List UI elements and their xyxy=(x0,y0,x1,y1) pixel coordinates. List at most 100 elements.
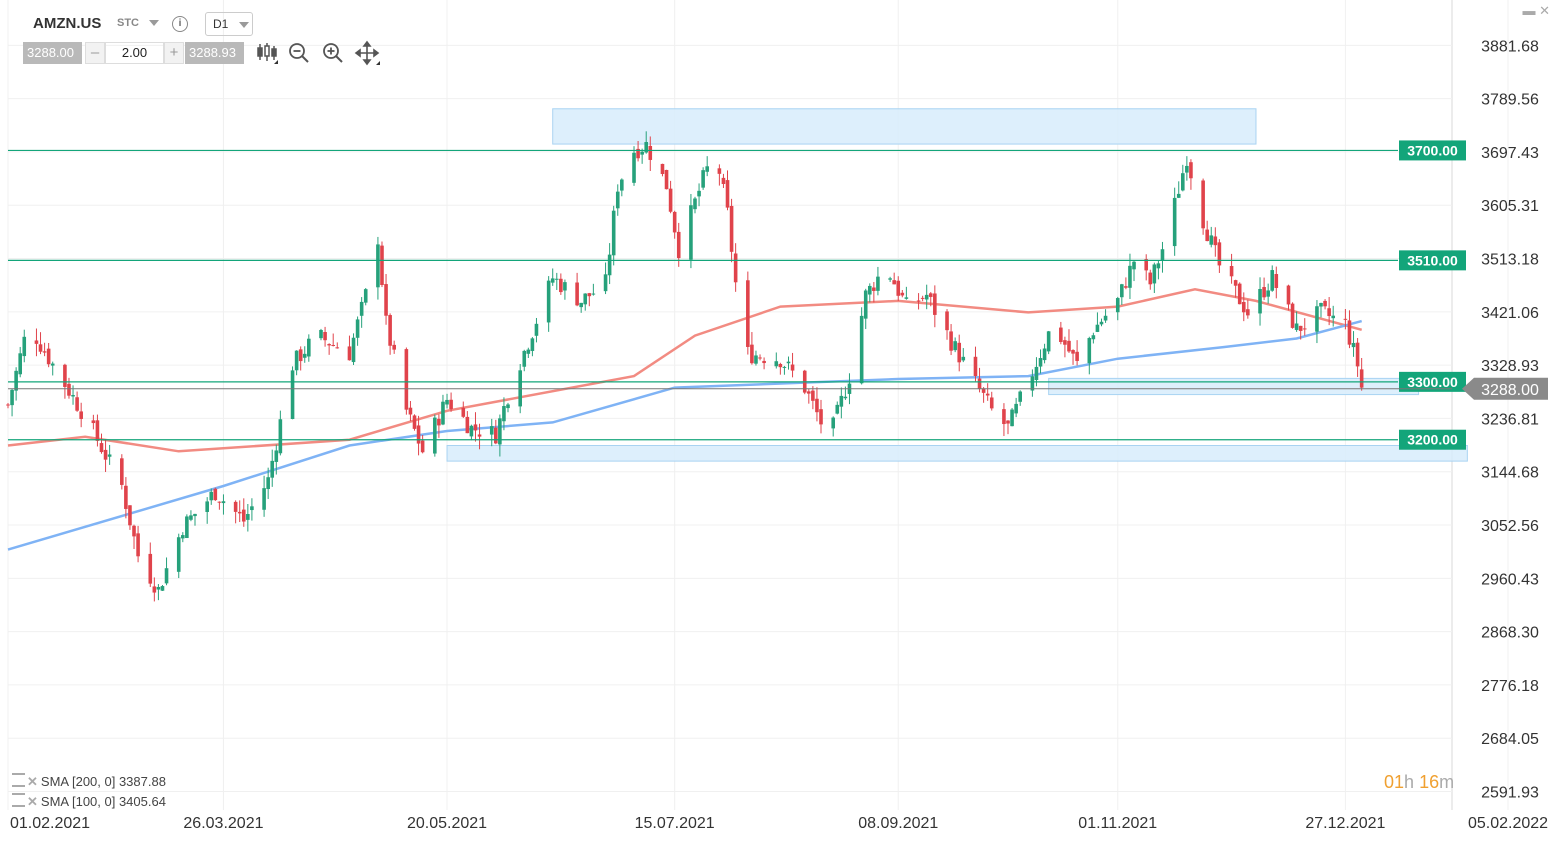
move-icon[interactable] xyxy=(354,40,380,66)
candle-body xyxy=(506,404,510,409)
candle xyxy=(778,362,783,375)
candle xyxy=(754,350,758,366)
candle-body xyxy=(615,191,620,209)
candle-body xyxy=(733,253,738,283)
candle-body xyxy=(1189,162,1193,179)
info-icon[interactable]: i xyxy=(172,16,188,32)
candle xyxy=(416,415,421,456)
candle-body xyxy=(1331,315,1336,319)
candle-body xyxy=(1298,325,1303,331)
candle xyxy=(1355,338,1360,377)
candle-body xyxy=(241,509,246,522)
timeframe-select[interactable]: D1 xyxy=(205,12,253,36)
candle xyxy=(1002,403,1006,437)
candle-body xyxy=(189,515,193,520)
candle-body xyxy=(863,290,868,319)
candle-body xyxy=(294,350,299,371)
candle-body xyxy=(725,180,730,208)
candle xyxy=(164,557,169,586)
candle-body xyxy=(989,397,994,409)
candle-body xyxy=(924,294,929,300)
candle xyxy=(176,533,181,579)
candle xyxy=(1270,265,1275,292)
symbol-dropdown-icon[interactable] xyxy=(149,20,159,26)
candle-body xyxy=(290,370,295,420)
candle xyxy=(193,513,197,526)
candle xyxy=(1351,331,1356,357)
candle xyxy=(420,435,425,454)
candlestick-icon[interactable] xyxy=(254,40,280,66)
candle-body xyxy=(213,488,218,501)
volume-input[interactable]: 2.00 xyxy=(105,42,164,64)
candle-body xyxy=(376,244,380,288)
candle-body xyxy=(1099,321,1104,325)
candle xyxy=(819,399,823,434)
candle xyxy=(205,497,209,524)
candle xyxy=(449,392,453,412)
candle xyxy=(376,236,380,300)
candle-body xyxy=(1209,235,1214,245)
close-icon[interactable]: ✕ xyxy=(27,794,38,809)
volume-decrease-button[interactable]: – xyxy=(85,42,105,64)
candle-body xyxy=(404,349,409,410)
candle xyxy=(786,356,791,370)
candle xyxy=(42,342,47,357)
candle xyxy=(38,332,43,355)
buy-price[interactable]: 3288.93 xyxy=(185,42,244,64)
chevron-down-icon xyxy=(239,22,249,28)
legend-item-sma100: ✕ SMA [100, 0] 3405.64 xyxy=(12,793,166,810)
candle-body xyxy=(892,280,896,285)
close-icon[interactable]: ✕ xyxy=(27,774,38,789)
candle xyxy=(319,328,323,341)
settings-icon[interactable] xyxy=(12,793,25,807)
candle-body xyxy=(1115,298,1120,313)
candle xyxy=(437,414,441,438)
candle-body xyxy=(636,148,640,159)
candle-body xyxy=(1010,409,1014,427)
candle-body xyxy=(180,535,185,539)
candle xyxy=(973,346,978,382)
candle xyxy=(274,444,279,475)
candle xyxy=(18,346,22,378)
candle-body xyxy=(644,142,649,153)
candle xyxy=(307,334,311,362)
candle-body xyxy=(1030,376,1035,391)
candle-body xyxy=(953,341,957,351)
candle-body xyxy=(876,276,880,291)
candle-body xyxy=(717,168,722,174)
candle-body xyxy=(18,353,22,375)
candle xyxy=(620,178,624,197)
candle xyxy=(270,449,275,487)
candle-body xyxy=(71,395,75,397)
zoom-in-icon[interactable] xyxy=(320,40,346,66)
candle-body xyxy=(193,513,197,517)
minimize-button[interactable]: ▬ xyxy=(1522,3,1536,18)
candle xyxy=(250,498,254,521)
close-button[interactable]: ✕ xyxy=(1539,3,1550,18)
candle xyxy=(1156,260,1161,280)
y-tick-label: 3052.56 xyxy=(1481,518,1539,535)
sell-price[interactable]: 3288.00 xyxy=(23,42,82,64)
candle-body xyxy=(1091,335,1096,340)
candle-body xyxy=(50,363,55,366)
candle-body xyxy=(164,568,169,584)
candle-body xyxy=(185,516,189,539)
settings-icon[interactable] xyxy=(12,773,25,787)
candle xyxy=(132,524,136,549)
candle xyxy=(750,332,754,365)
candle xyxy=(859,307,864,385)
candle xyxy=(981,387,986,403)
candle xyxy=(103,438,108,472)
symbol-label[interactable]: AMZN.US xyxy=(33,15,102,32)
candle xyxy=(904,286,909,300)
candle xyxy=(587,292,592,307)
candle xyxy=(896,276,901,301)
zoom-out-icon[interactable] xyxy=(286,40,312,66)
candle-body xyxy=(359,301,364,316)
candle xyxy=(1120,283,1124,305)
candle xyxy=(347,335,352,361)
candle-body xyxy=(526,349,531,354)
candle-body xyxy=(266,477,270,490)
volume-increase-button[interactable]: + xyxy=(164,42,184,64)
